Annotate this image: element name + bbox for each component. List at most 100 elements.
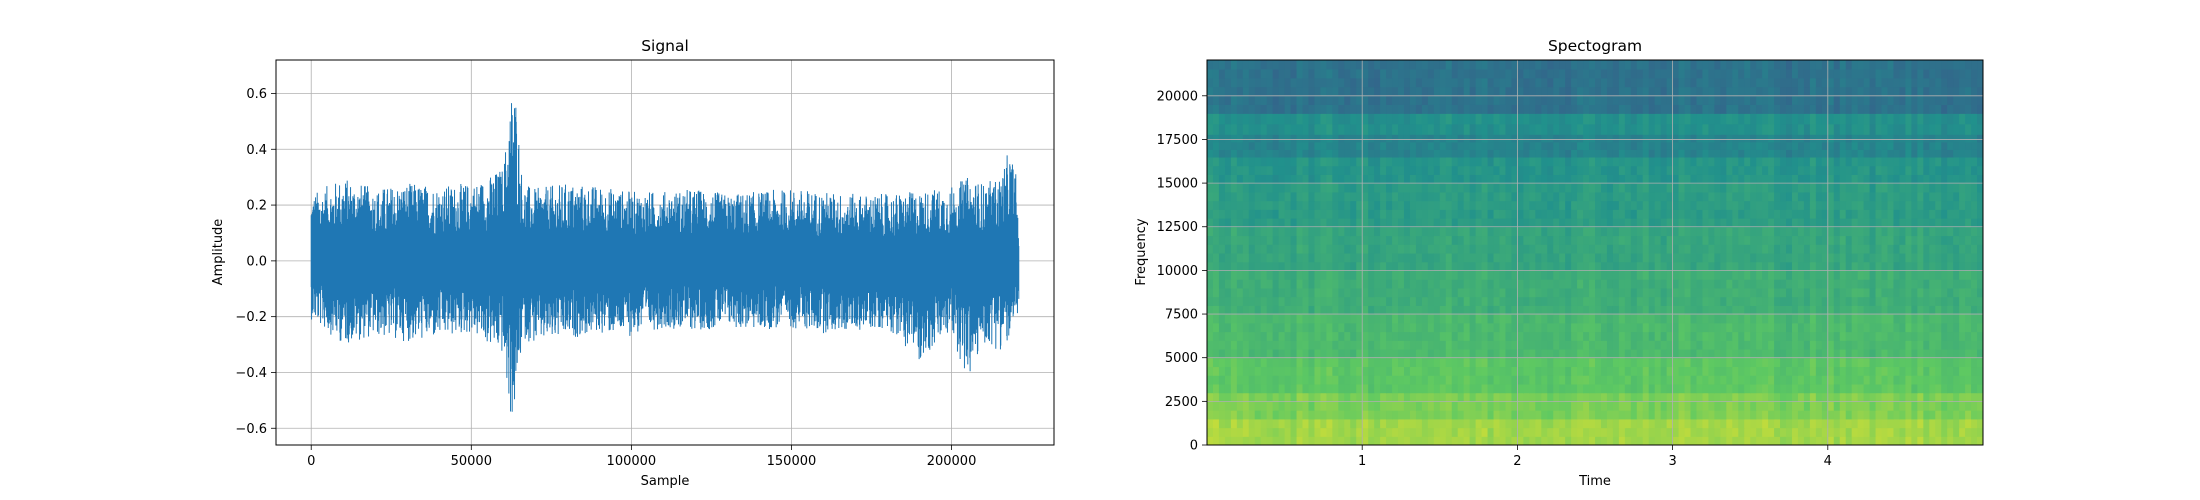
- spectrogram-cell: [1660, 261, 1668, 271]
- spectrogram-cell: [1541, 314, 1548, 324]
- spectrogram-cell: [1786, 305, 1793, 315]
- spectrogram-cell: [1815, 401, 1823, 411]
- spectrogram-cell: [1762, 418, 1769, 429]
- spectrogram-cell: [1839, 392, 1847, 402]
- spectrogram-cell: [1595, 261, 1602, 271]
- spectrogram-cell: [1218, 427, 1226, 437]
- spectrogram-cell: [1660, 165, 1668, 175]
- spectrogram-cell: [1487, 331, 1495, 341]
- spectrogram-cell: [1403, 296, 1411, 306]
- spectrogram-cell: [1971, 357, 1978, 368]
- spectrogram-cell: [1791, 331, 1799, 341]
- spectrogram-cell: [1744, 261, 1751, 271]
- spectrogram-cell: [1696, 305, 1704, 315]
- spectrogram-cell: [1517, 252, 1524, 263]
- spectrogram-cell: [1589, 331, 1596, 341]
- spectrogram-cell: [1535, 418, 1542, 429]
- spectrogram-cell: [1857, 149, 1865, 158]
- spectrogram-cell: [1260, 366, 1268, 376]
- spectrogram-cell: [1666, 436, 1674, 445]
- spectrogram-cell: [1248, 252, 1256, 263]
- spectrogram-cell: [1218, 348, 1226, 359]
- spectrogram-cell: [1821, 305, 1829, 315]
- spectrogram-cell: [1600, 218, 1608, 228]
- spectrogram-cell: [1230, 104, 1238, 114]
- spectrogram-cell: [1403, 113, 1411, 125]
- spectrogram-cell: [1374, 357, 1381, 368]
- spectrogram-cell: [1827, 218, 1835, 228]
- spectrogram-cell: [1947, 191, 1954, 202]
- spectrogram-cell: [1971, 218, 1978, 228]
- spectrogram-cell: [1809, 134, 1817, 143]
- spectrogram-cell: [1529, 427, 1536, 437]
- spectrogram-cell: [1833, 279, 1841, 289]
- spectrogram-cell: [1481, 165, 1489, 175]
- spectrogram-cell: [1278, 244, 1286, 254]
- spectrogram-cell: [1398, 287, 1405, 298]
- spectrogram-cell: [1403, 383, 1411, 394]
- spectrogram-cell: [1750, 383, 1757, 394]
- spectrogram-cell: [1595, 401, 1602, 411]
- spectrogram-cell: [1248, 375, 1256, 385]
- spectrogram-cell: [1565, 322, 1572, 333]
- spectrogram-cell: [1224, 436, 1232, 445]
- spectrogram-cell: [1863, 427, 1871, 437]
- spectrogram-cell: [1929, 383, 1936, 394]
- spectrogram-cell: [1207, 174, 1214, 184]
- spectrogram-cell: [1320, 174, 1327, 184]
- spectrogram-cell: [1380, 392, 1387, 402]
- spectrogram-cell: [1535, 392, 1542, 402]
- spectrogram-cell: [1708, 392, 1715, 402]
- spectrogram-cell: [1977, 279, 1983, 289]
- spectrogram-cell: [1923, 165, 1930, 175]
- spectrogram-cell: [1750, 113, 1757, 125]
- spectrogram-cell: [1248, 244, 1256, 254]
- spectrogram-cell: [1392, 226, 1399, 237]
- spectrogram-cell: [1368, 296, 1375, 306]
- spectrogram-cell: [1499, 218, 1507, 228]
- spectrogram-cell: [1224, 322, 1232, 333]
- spectrogram-cell: [1971, 296, 1978, 306]
- spectrogram-cell: [1612, 410, 1620, 420]
- spectrogram-cell: [1374, 191, 1381, 202]
- spectrogram-cell: [1887, 141, 1895, 150]
- spectrogram-cell: [1290, 418, 1298, 429]
- spectrogram-cell: [1624, 191, 1632, 202]
- spectrogram-cell: [1499, 392, 1507, 402]
- spectrogram-cell: [1899, 331, 1906, 341]
- spectrogram-cell: [1869, 235, 1877, 245]
- spectrogram-cell: [1875, 244, 1883, 254]
- spectrogram-cell: [1690, 134, 1698, 143]
- spectrogram-cell: [1368, 401, 1375, 411]
- spectrogram-cell: [1266, 252, 1274, 263]
- spectrogram-cell: [1618, 134, 1626, 143]
- spectrogram-cell: [1505, 410, 1513, 420]
- spectrogram-cell: [1875, 123, 1883, 135]
- spectrogram-cell: [1750, 244, 1757, 254]
- spectrogram-cell: [1935, 174, 1942, 184]
- spectrogram-cell: [1839, 165, 1847, 175]
- spectrogram-cell: [1768, 418, 1775, 429]
- spectrogram-cell: [1415, 305, 1423, 315]
- spectrogram-cell: [1756, 261, 1763, 271]
- spectrogram-cell: [1791, 141, 1799, 150]
- spectrogram-cell: [1654, 235, 1662, 245]
- spectrogram-cell: [1875, 340, 1883, 350]
- spectrogram-cell: [1971, 134, 1978, 143]
- spectrogram-cell: [1392, 244, 1399, 254]
- spectrogram-cell: [1851, 357, 1859, 368]
- spectrogram-cell: [1977, 113, 1983, 125]
- spectrogram-cell: [1499, 209, 1507, 219]
- spectrogram-cell: [1278, 200, 1286, 210]
- spectrogram-cell: [1839, 141, 1847, 150]
- spectrogram-cell: [1690, 427, 1698, 437]
- spectrogram-cell: [1941, 183, 1948, 193]
- spectrogram-cell: [1553, 191, 1560, 202]
- spectrogram-cell: [1248, 113, 1256, 125]
- spectrogram-cell: [1642, 296, 1650, 306]
- spectrogram-cell: [1356, 305, 1363, 315]
- spectrogram-cell: [1445, 296, 1453, 306]
- spectrogram-cell: [1296, 401, 1304, 411]
- spectrogram-cell: [1750, 348, 1757, 359]
- spectrogram-cell: [1827, 331, 1835, 341]
